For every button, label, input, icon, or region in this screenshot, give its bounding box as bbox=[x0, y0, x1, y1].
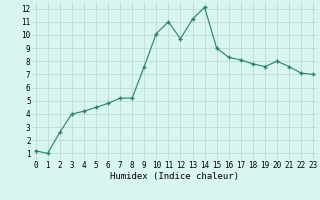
X-axis label: Humidex (Indice chaleur): Humidex (Indice chaleur) bbox=[110, 172, 239, 181]
